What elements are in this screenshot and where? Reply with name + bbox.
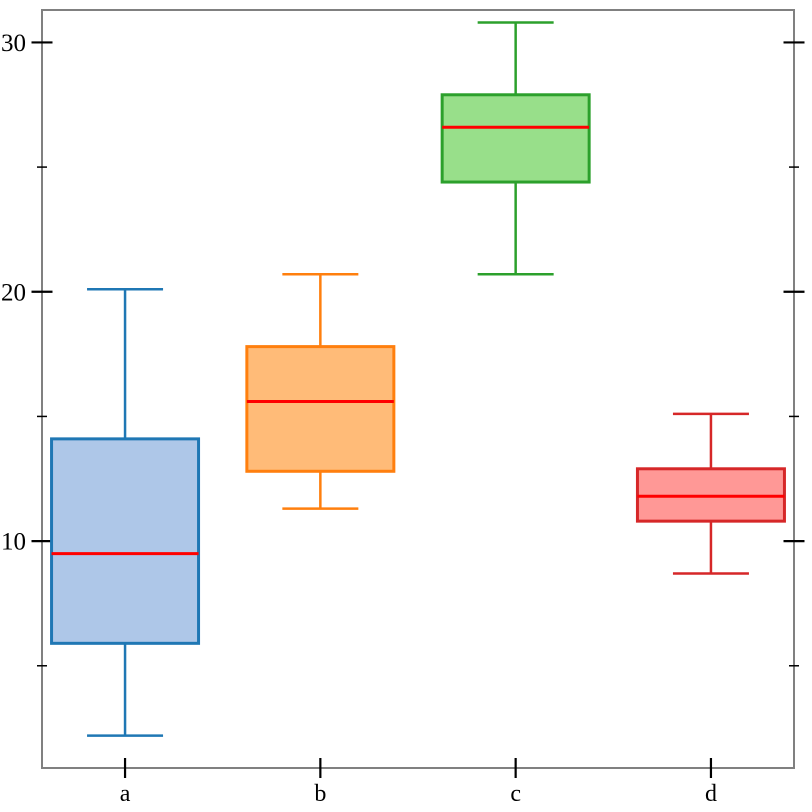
xtick-label-c: c <box>510 781 521 807</box>
xtick-label-a: a <box>120 781 131 807</box>
box-a <box>50 437 201 645</box>
ytick-label-30: 30 <box>1 30 26 57</box>
box-b <box>245 345 396 473</box>
plot-frame <box>41 9 795 769</box>
ytick-label-20: 20 <box>1 279 26 306</box>
xtick-label-d: d <box>705 781 717 807</box>
ytick-label-10: 10 <box>1 529 26 556</box>
xtick-label-b: b <box>314 781 326 807</box>
box-c <box>440 93 591 184</box>
